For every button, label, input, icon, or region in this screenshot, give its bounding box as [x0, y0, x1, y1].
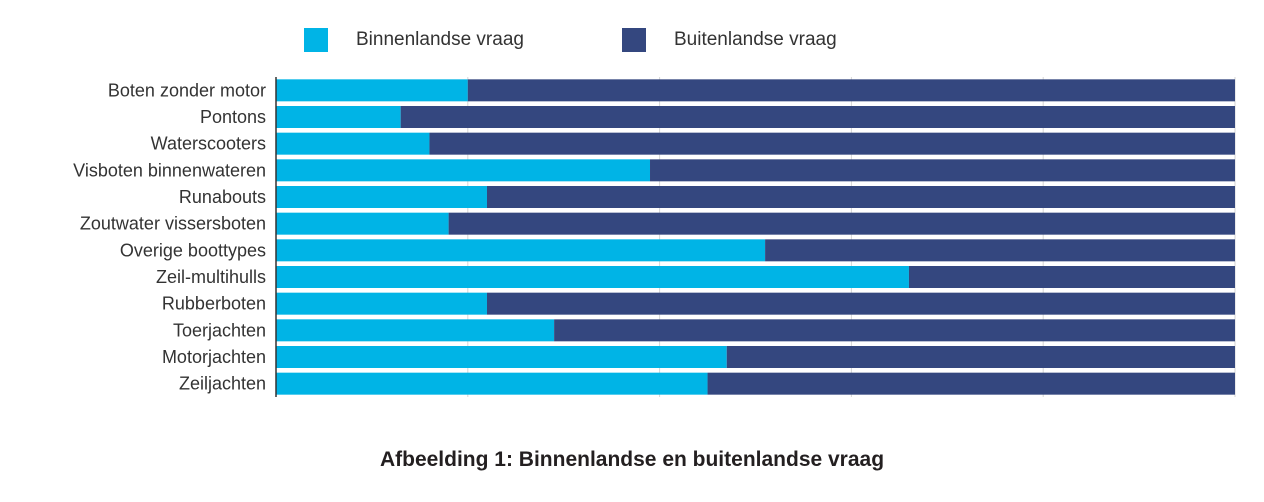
bar-domestic-9	[276, 319, 555, 342]
bar-foreign-3	[650, 159, 1235, 182]
bar-domestic-2	[276, 132, 430, 155]
legend-item-foreign: Buitenlandse vraag	[622, 28, 837, 52]
category-label-7: Zeil-multihulls	[156, 267, 266, 287]
bar-domestic-0	[276, 79, 468, 102]
bar-foreign-0	[467, 79, 1235, 102]
category-label-9: Toerjachten	[173, 320, 266, 340]
category-label-2: Waterscooters	[151, 134, 266, 154]
bar-domestic-11	[276, 372, 708, 395]
bar-domestic-10	[276, 346, 727, 368]
bar-foreign-7	[908, 266, 1235, 288]
bar-domestic-6	[276, 239, 766, 262]
category-label-11: Zeiljachten	[179, 374, 266, 394]
bar-domestic-5	[276, 212, 449, 235]
bar-foreign-5	[448, 212, 1235, 235]
legend-label-foreign: Buitenlandse vraag	[674, 29, 837, 50]
category-label-8: Rubberboten	[162, 294, 266, 314]
category-label-1: Pontons	[200, 107, 266, 127]
bar-foreign-11	[707, 372, 1235, 395]
bar-foreign-1	[400, 106, 1235, 128]
plot-area: Boten zonder motor Pontons Waterscooters Vi…	[73, 77, 1236, 397]
figure-caption: Afbeelding 1: Binnenlandse en buitenland…	[379, 448, 885, 471]
category-label-6: Overige boottypes	[120, 240, 266, 260]
bar-foreign-10	[726, 346, 1235, 368]
bar-foreign-9	[554, 319, 1235, 342]
bar-foreign-6	[765, 239, 1235, 262]
bar-foreign-8	[486, 292, 1236, 315]
bar-foreign-4	[486, 186, 1236, 208]
bar-domestic-4	[276, 186, 487, 208]
category-label-3: Visboten binnenwateren	[73, 160, 266, 180]
legend-swatch-domestic	[304, 28, 328, 52]
bar-domestic-8	[276, 292, 487, 315]
bar-domestic-7	[276, 266, 909, 288]
legend-label-domestic: Binnenlandse vraag	[356, 29, 524, 50]
category-label-5: Zoutwater vissersboten	[80, 214, 266, 234]
legend-item-domestic: Binnenlandse vraag	[304, 28, 524, 52]
legend-swatch-foreign	[622, 28, 646, 52]
bar-domestic-1	[276, 106, 401, 128]
category-label-0: Boten zonder motor	[108, 80, 266, 100]
bar-foreign-2	[429, 132, 1235, 155]
category-label-10: Motorjachten	[162, 347, 266, 367]
bar-domestic-3	[276, 159, 651, 182]
category-label-4: Runabouts	[179, 187, 266, 207]
